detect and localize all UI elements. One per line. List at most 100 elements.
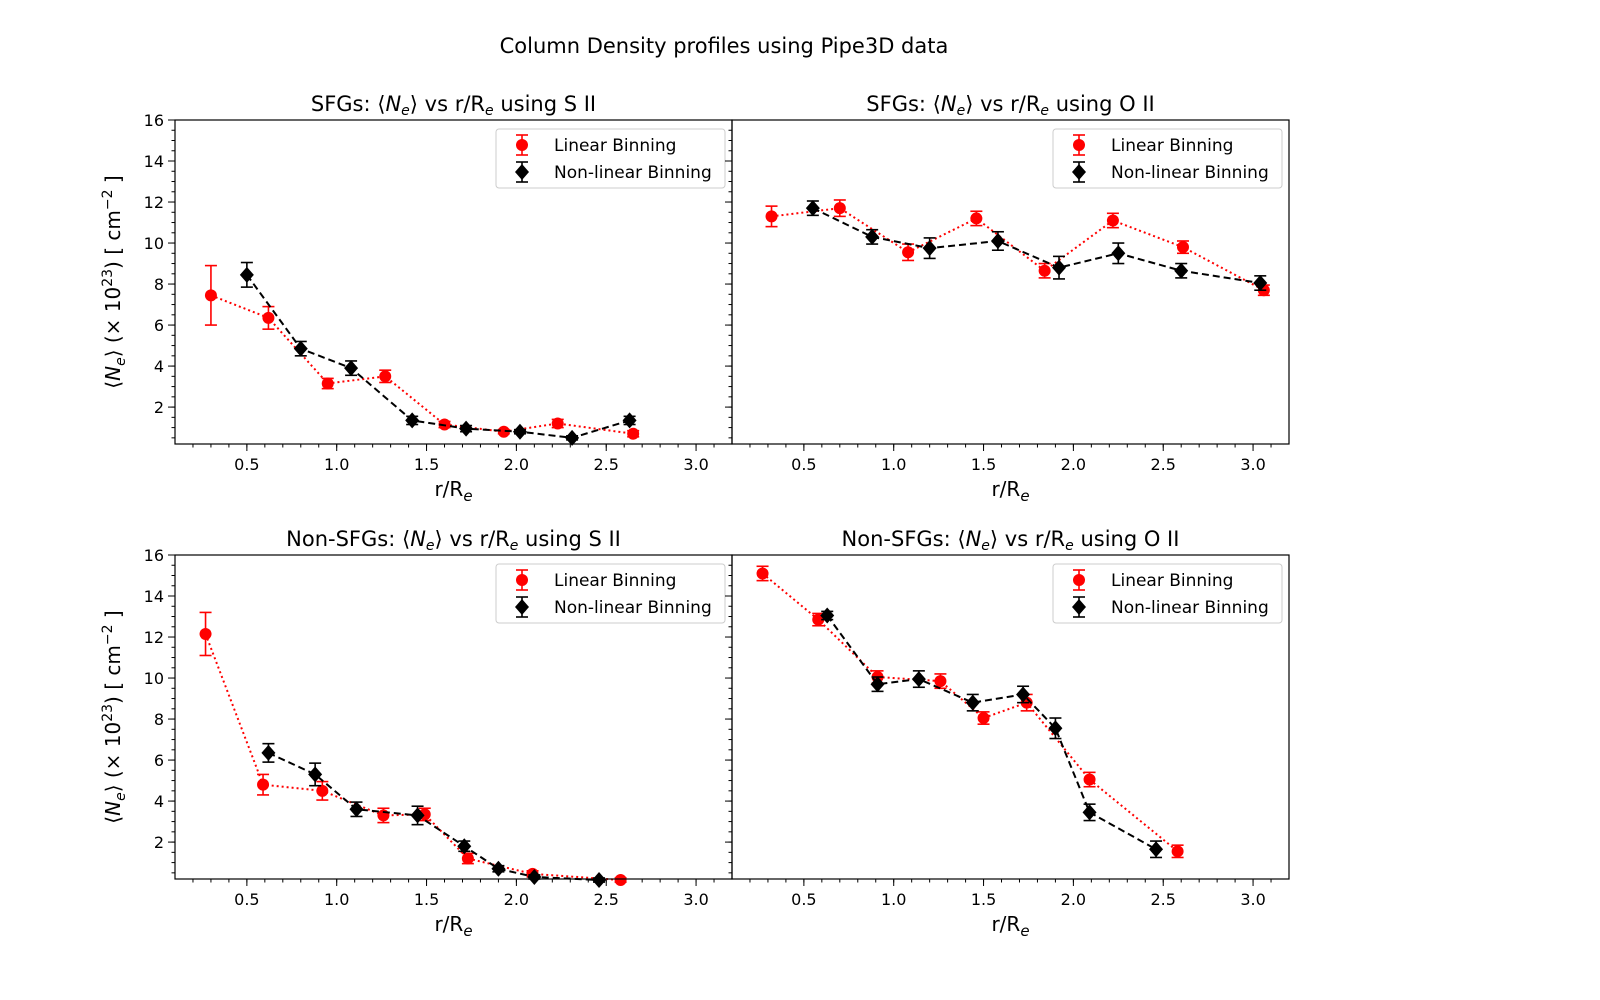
- data-point-linear: [1106, 214, 1119, 227]
- data-point-linear: [551, 417, 564, 430]
- data-point-nonlinear: [293, 340, 308, 357]
- y-tick-label: 2: [154, 398, 164, 417]
- data-point-linear: [1083, 773, 1096, 786]
- data-point-linear: [497, 425, 510, 438]
- x-tick-label: 1.0: [324, 890, 349, 909]
- panel-title: Non-SFGs: ⟨Ne⟩ vs r/Re using O IINon-SFG…: [842, 527, 1180, 554]
- title-bracket: ⟨: [957, 527, 965, 551]
- title-suffix: using S II: [494, 92, 596, 116]
- title-sub-e2: e: [1065, 538, 1074, 554]
- data-point-nonlinear: [459, 420, 474, 437]
- data-point-nonlinear: [239, 266, 254, 283]
- y-tick-label: 10: [144, 669, 164, 688]
- legend-label-linear: Linear Binning: [554, 136, 676, 156]
- x-axis-label: r/Re: [434, 477, 472, 505]
- y-label-sub-e: e: [113, 357, 129, 366]
- data-point-nonlinear: [410, 807, 425, 824]
- series-line-linear: [204, 633, 621, 882]
- x-tick-label: 1.5: [414, 455, 439, 474]
- series-line-nonlinear: [268, 751, 600, 882]
- title-suffix: using O II: [1074, 527, 1180, 551]
- y-tick-label: 12: [144, 193, 164, 212]
- legend-box: [495, 128, 726, 189]
- legend-marker-linear: [516, 574, 528, 586]
- x-axis-label-sub: e: [1020, 487, 1029, 505]
- x-axis-label-sub: e: [463, 487, 472, 505]
- title-suffix: using S II: [518, 527, 620, 551]
- title-bracket: ⟨: [933, 92, 941, 116]
- x-tick-label: 3.0: [683, 890, 708, 909]
- x-tick-label: 2.0: [1061, 890, 1086, 909]
- x-tick-label: 2.5: [593, 455, 618, 474]
- y-tick-label: 16: [144, 111, 164, 130]
- y-tick-label: 4: [154, 357, 164, 376]
- chart-panel-1: SFGs: ⟨Ne⟩ vs r/Re using S IISFGs: ⟨N_e⟩…: [100, 92, 733, 505]
- y-axis-label: ⟨Ne⟩ (× 1023) [ cm−2 ]⟨N_e⟩ (×10^23) [ c…: [100, 610, 129, 823]
- y-label-n: N: [101, 801, 125, 816]
- data-point-linear: [1038, 264, 1051, 277]
- data-point-linear: [199, 627, 212, 640]
- panel-title: SFGs: ⟨Ne⟩ vs r/Re using S IISFGs: ⟨N_e⟩…: [311, 92, 596, 119]
- data-point-linear: [765, 210, 778, 223]
- data-point-nonlinear: [592, 872, 607, 889]
- y-label-sub-e: e: [113, 792, 129, 801]
- y-tick-label: 4: [154, 792, 164, 811]
- data-point-nonlinear: [1149, 841, 1164, 858]
- y-tick-label: 10: [144, 234, 164, 253]
- title-prefix: SFGs:: [311, 92, 377, 116]
- data-point-nonlinear: [349, 801, 364, 818]
- legend-box: [1052, 128, 1283, 189]
- title-prefix: SFGs:: [866, 92, 932, 116]
- x-axis-label-main: r/R: [434, 477, 463, 501]
- series-line-nonlinear: [812, 207, 1261, 285]
- y-label-n: N: [101, 366, 125, 381]
- data-point-linear: [262, 311, 275, 324]
- y-tick-label: 8: [154, 275, 164, 294]
- y-tick-label: 6: [154, 751, 164, 770]
- legend-marker-nonlinear: [1072, 164, 1086, 180]
- legend-label-nonlinear: Non-linear Binning: [1111, 598, 1269, 618]
- title-n: N: [966, 527, 982, 551]
- title-n: N: [410, 527, 426, 551]
- data-point-linear: [833, 202, 846, 215]
- y-label-close: ]: [101, 610, 125, 624]
- legend-marker-linear: [1073, 139, 1085, 151]
- data-point-nonlinear: [261, 744, 276, 761]
- data-point-nonlinear: [491, 860, 506, 877]
- legend-label-linear: Linear Binning: [1111, 136, 1233, 156]
- y-label-exp: 23: [100, 704, 116, 722]
- x-tick-label: 1.0: [881, 455, 906, 474]
- y-tick-label: 8: [154, 710, 164, 729]
- x-axis-label-sub: e: [463, 922, 472, 940]
- legend-marker-nonlinear: [515, 599, 529, 615]
- title-mid: ⟩ vs r/R: [965, 92, 1040, 116]
- y-axis-label: ⟨Ne⟩ (× 1023) [ cm−2 ]⟨N_e⟩ (×10^23) [ c…: [100, 175, 129, 388]
- x-axis-label: r/Re: [434, 912, 472, 940]
- data-point-linear: [204, 289, 217, 302]
- x-tick-label: 2.0: [1061, 455, 1086, 474]
- data-point-linear: [1176, 241, 1189, 254]
- data-point-linear: [627, 427, 640, 440]
- y-label-mult: ⟩ (× 10: [101, 287, 125, 358]
- title-sub-e2: e: [510, 538, 519, 554]
- plot-frame: [731, 119, 1290, 445]
- data-point-linear: [977, 712, 990, 725]
- legend-marker-linear: [1073, 574, 1085, 586]
- panel-title: SFGs: ⟨Ne⟩ vs r/Re using O IISFGs: ⟨N_e⟩…: [866, 92, 1154, 119]
- x-axis-label-main: r/R: [991, 912, 1020, 936]
- plot-frame: [731, 554, 1290, 880]
- title-sub-e: e: [957, 103, 966, 119]
- data-point-nonlinear: [870, 676, 885, 693]
- x-tick-label: 3.0: [1240, 455, 1265, 474]
- series-line-nonlinear: [246, 274, 630, 439]
- title-suffix: using O II: [1049, 92, 1155, 116]
- y-label-close: ]: [101, 175, 125, 189]
- data-point-nonlinear: [622, 412, 637, 429]
- y-label-unit: ) [ cm: [101, 210, 125, 269]
- data-point-linear: [756, 567, 769, 580]
- x-tick-label: 2.5: [1150, 455, 1175, 474]
- y-tick-label: 16: [144, 546, 164, 565]
- title-mid: ⟩ vs r/R: [410, 92, 485, 116]
- data-point-nonlinear: [1174, 262, 1189, 279]
- data-point-nonlinear: [820, 607, 835, 624]
